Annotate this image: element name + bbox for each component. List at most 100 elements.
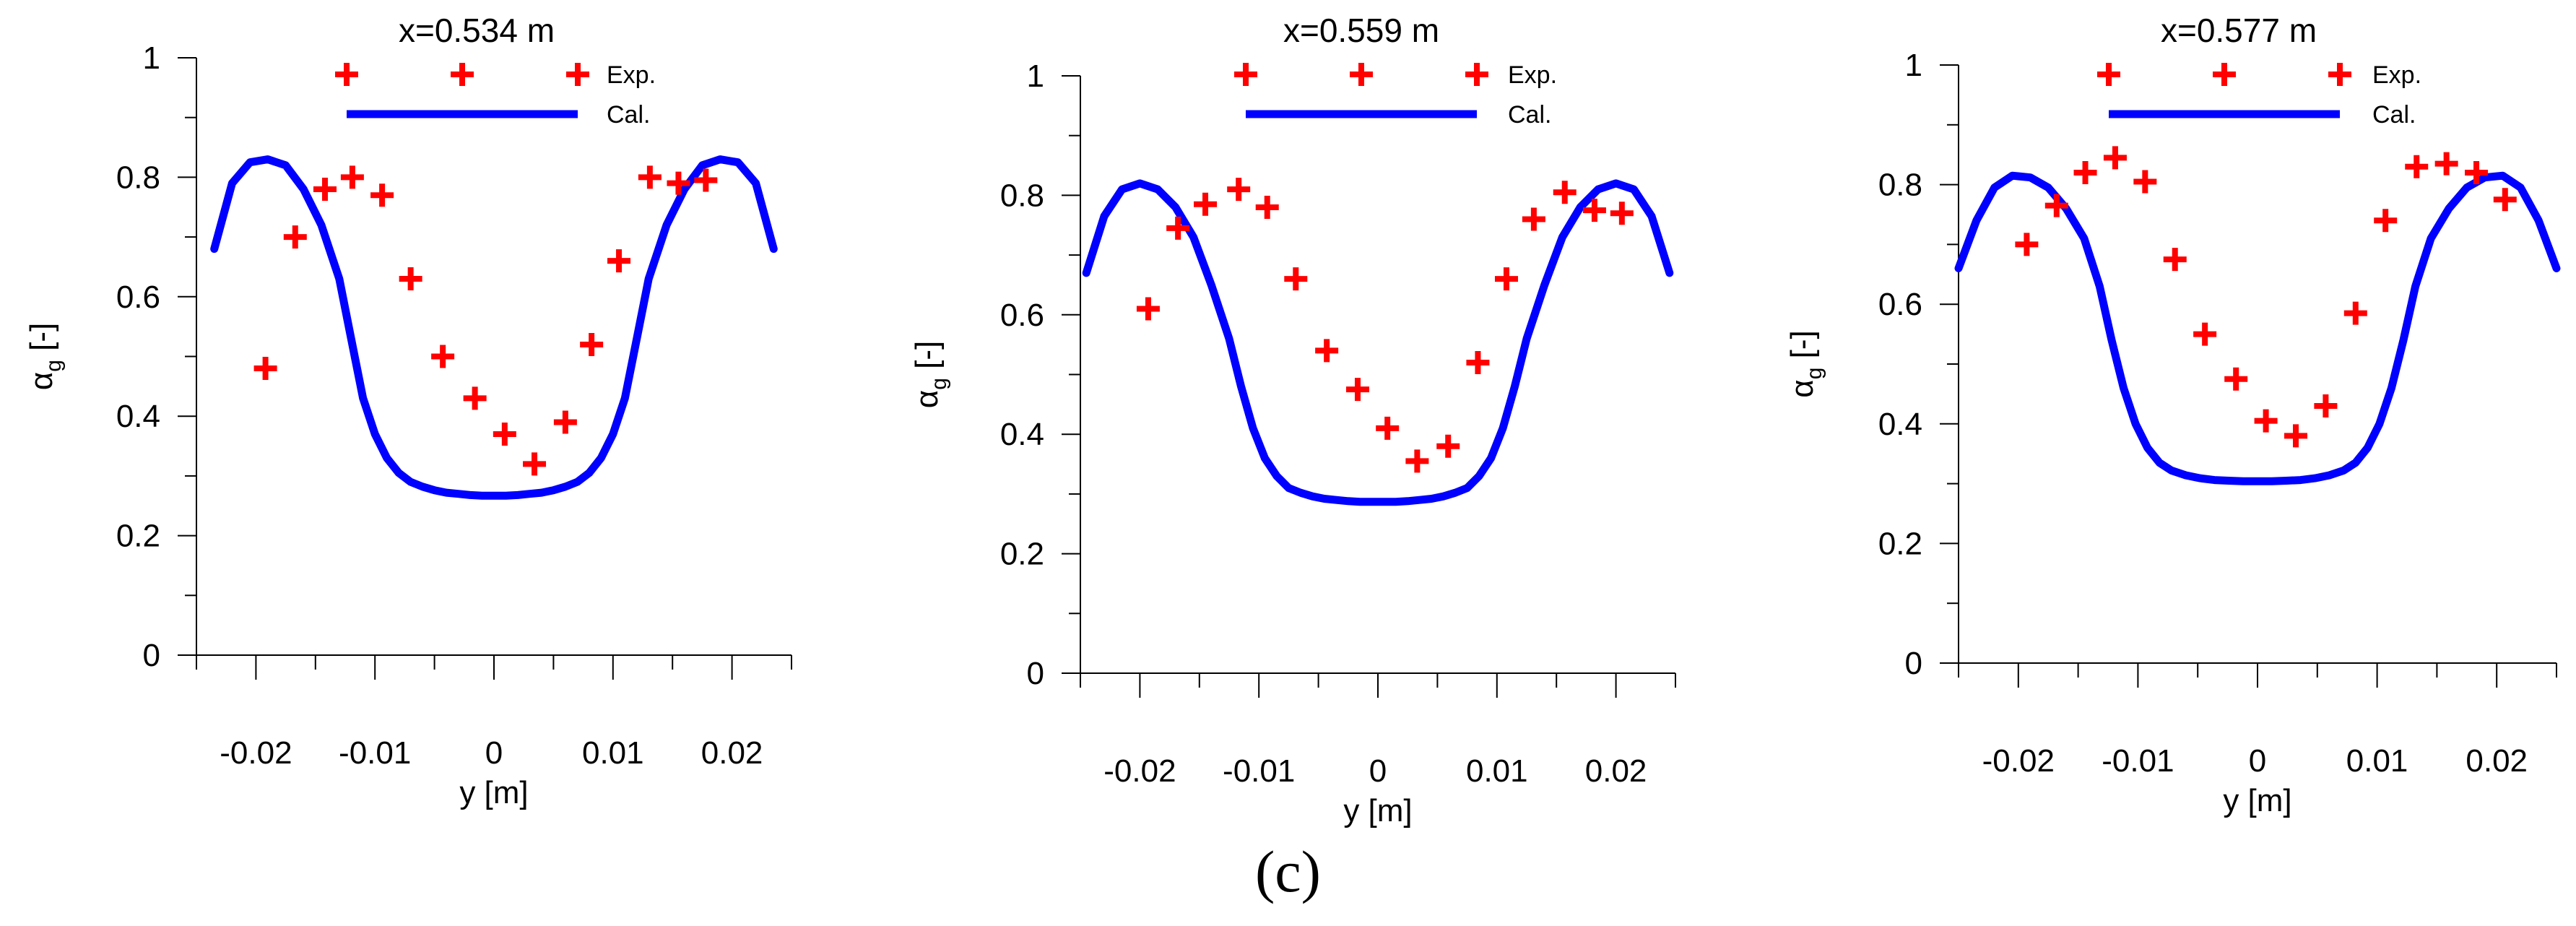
data-point-exp xyxy=(2374,209,2398,233)
data-point-exp xyxy=(399,267,422,290)
chart-x-0-534: 0 0.2 0.4 0.6 0.8 1 -0.02 -0.01 0 0.01 0.02 y [m] αg… xyxy=(24,12,792,810)
data-point-exp xyxy=(1405,449,1429,473)
data-point-exp xyxy=(1166,216,1190,240)
legend-exp-marker xyxy=(2097,63,2120,86)
y-tick-label: 0 xyxy=(1905,646,1922,681)
legend-exp-marker xyxy=(335,63,358,86)
legend: Exp. Cal. xyxy=(335,61,656,129)
x-tick-label: -0.01 xyxy=(2102,743,2174,779)
x-tick-label: -0.02 xyxy=(1982,743,2055,779)
data-point-exp xyxy=(2254,409,2278,433)
series-cal-line xyxy=(210,155,778,500)
data-point-exp xyxy=(253,357,277,381)
legend-exp-label: Exp. xyxy=(607,61,656,89)
data-point-exp xyxy=(283,225,307,249)
y-tick-label: 0 xyxy=(1027,656,1044,691)
data-point-exp xyxy=(2073,161,2097,185)
legend-exp-marker xyxy=(1234,63,1257,86)
data-point-exp xyxy=(553,410,577,434)
y-tick-label: 0.6 xyxy=(1000,298,1044,333)
x-tick-label: -0.02 xyxy=(220,735,292,771)
data-point-exp xyxy=(340,165,364,189)
y-tick-label: 0.4 xyxy=(1878,407,1922,442)
data-point-exp xyxy=(493,423,516,446)
data-point-exp xyxy=(1553,181,1577,204)
legend-cal-label: Cal. xyxy=(2372,101,2416,129)
x-axis-label: y [m] xyxy=(1343,793,1412,828)
data-point-exp xyxy=(607,249,631,273)
y-tick-label: 0.2 xyxy=(116,519,160,554)
x-axis-label: y [m] xyxy=(459,775,528,810)
legend: Exp. Cal. xyxy=(1234,61,1557,129)
legend-cal-label: Cal. xyxy=(607,101,650,129)
data-point-exp xyxy=(1227,178,1251,202)
y-tick-label: 0.4 xyxy=(1000,417,1044,452)
figure-panel-label: (c) xyxy=(1254,839,1321,904)
x-tick-label: 0.02 xyxy=(2466,743,2528,779)
data-point-exp xyxy=(1376,416,1400,440)
x-axis-label: y [m] xyxy=(2223,783,2291,818)
data-point-exp xyxy=(313,177,337,201)
data-point-exp xyxy=(2015,233,2039,256)
data-point-exp xyxy=(2103,146,2127,170)
chart-title: x=0.559 m xyxy=(1283,12,1439,49)
x-tick-label: -0.01 xyxy=(339,735,411,771)
y-tick-label: 0.8 xyxy=(1000,178,1044,213)
legend-exp-label: Exp. xyxy=(1508,61,1557,89)
legend-exp-label: Exp. xyxy=(2372,61,2421,89)
data-point-exp xyxy=(370,183,394,207)
x-tick-label: 0 xyxy=(485,735,503,771)
data-point-exp xyxy=(580,332,604,356)
x-tick-label: -0.01 xyxy=(1223,753,1295,789)
y-tick-label: 0.6 xyxy=(1878,287,1922,322)
chart-x-0-577: 0 0.2 0.4 0.6 0.8 1 -0.02 -0.01 0 0.01 0.02 y [m] αg… xyxy=(1784,12,2561,818)
y-tick-label: 0.2 xyxy=(1000,537,1044,572)
data-point-exp xyxy=(2465,161,2489,185)
data-point-exp xyxy=(1136,297,1160,321)
series-cal-line xyxy=(1954,171,2561,485)
data-point-exp xyxy=(2193,322,2217,346)
legend-exp-marker xyxy=(1350,63,1373,86)
y-tick-label: 1 xyxy=(1905,48,1922,83)
data-point-exp xyxy=(1315,339,1339,363)
data-point-exp xyxy=(1255,195,1279,219)
legend-exp-marker xyxy=(451,63,474,86)
y-tick-label: 0.8 xyxy=(116,160,160,195)
y-tick-label: 0.4 xyxy=(116,399,160,434)
y-tick-label: 0.2 xyxy=(1878,526,1922,561)
legend-cal-label: Cal. xyxy=(1508,101,1551,129)
y-tick-label: 0.8 xyxy=(1878,168,1922,203)
data-point-exp xyxy=(1494,267,1518,291)
y-tick-label: 0.6 xyxy=(116,280,160,315)
legend-exp-marker xyxy=(2328,63,2351,86)
data-point-exp xyxy=(1284,267,1308,291)
data-point-exp xyxy=(2133,170,2157,194)
chart-title: x=0.534 m xyxy=(399,12,555,49)
y-axis-label: αg [-] xyxy=(24,323,66,390)
y-tick-label: 0 xyxy=(143,638,160,673)
legend: Exp. Cal. xyxy=(2097,61,2421,129)
data-point-exp xyxy=(667,171,690,195)
data-point-exp xyxy=(1582,199,1606,222)
x-tick-label: -0.02 xyxy=(1103,753,1176,789)
x-tick-label: 0.01 xyxy=(1466,753,1528,789)
chart-title: x=0.577 m xyxy=(2161,12,2317,49)
legend-exp-marker xyxy=(566,63,589,86)
series-cal-line xyxy=(1082,179,1674,506)
data-point-exp xyxy=(2493,188,2517,212)
data-point-exp xyxy=(2284,424,2307,448)
data-point-exp xyxy=(2044,194,2068,217)
data-point-exp xyxy=(1610,202,1634,225)
data-point-exp xyxy=(431,345,455,368)
data-point-exp xyxy=(2314,394,2338,417)
x-tick-label: 0.02 xyxy=(701,735,763,771)
legend-exp-marker xyxy=(1465,63,1488,86)
x-tick-label: 0 xyxy=(2249,743,2266,779)
y-axis-label: αg [-] xyxy=(909,341,951,408)
data-point-exp xyxy=(2163,248,2187,272)
data-point-exp xyxy=(523,452,547,476)
data-point-exp xyxy=(463,386,487,410)
legend-exp-marker xyxy=(2213,63,2236,86)
data-point-exp xyxy=(1522,207,1545,231)
chart-x-0-559: 0 0.2 0.4 0.6 0.8 1 -0.02 -0.01 0 0.01 0.02 y [m] αg… xyxy=(909,12,1676,828)
